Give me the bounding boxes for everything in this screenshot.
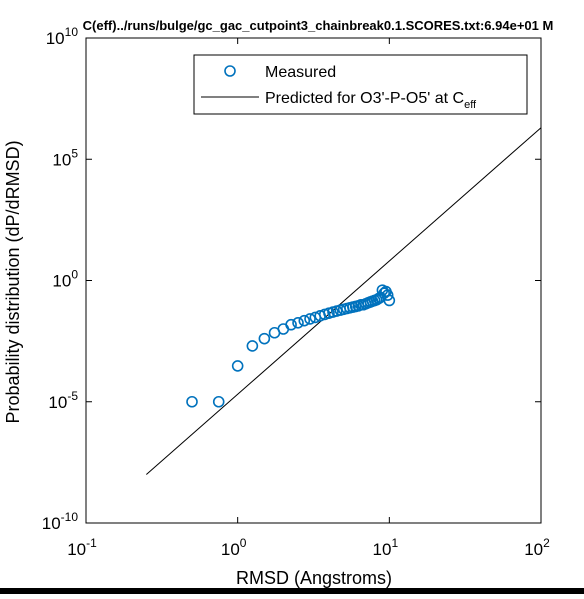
y-tick-label-exp: -10 xyxy=(61,510,79,524)
predicted-line xyxy=(146,127,542,475)
measured-point xyxy=(186,395,198,408)
measured-point xyxy=(304,313,316,325)
y-tick-label: 100 xyxy=(52,268,78,291)
x-tick-label: 102 xyxy=(524,536,550,559)
y-tick-label-exp: -5 xyxy=(67,389,78,403)
y-tick-label-base: 10 xyxy=(46,29,65,48)
x-tick-label-base: 10 xyxy=(524,540,543,559)
plot-area xyxy=(85,37,542,524)
y-tick-label: 10-10 xyxy=(42,510,79,533)
y-tick-label-base: 10 xyxy=(42,514,61,533)
y-tick-label-base: 10 xyxy=(52,272,71,291)
y-tick-label-base: 10 xyxy=(52,150,71,169)
legend: Measured Predicted for O3'-P-O5' at Ceff xyxy=(193,54,528,115)
x-tick-label-exp: -1 xyxy=(86,536,97,550)
x-tick-label-exp: 0 xyxy=(240,536,247,550)
measured-point xyxy=(212,395,225,408)
measured-point xyxy=(292,317,304,329)
x-axis-ticks: 10-1 100 101 102 xyxy=(67,38,550,559)
legend-measured-marker xyxy=(224,65,236,77)
x-tick-label: 100 xyxy=(221,536,247,559)
measured-point xyxy=(383,294,396,307)
x-tick-label-base: 10 xyxy=(67,540,86,559)
y-tick-label-base: 10 xyxy=(48,393,67,412)
legend-predicted-label-sub: eff xyxy=(464,99,477,111)
x-tick-label-exp: 1 xyxy=(391,536,398,550)
measured-point xyxy=(231,360,244,372)
measured-point xyxy=(285,318,297,331)
legend-predicted-label-main: Predicted for O3'-P-O5' at C xyxy=(265,90,464,107)
x-tick-label-exp: 2 xyxy=(543,536,550,550)
x-tick-label: 101 xyxy=(373,536,399,559)
y-tick-label: 1010 xyxy=(46,25,79,48)
chart-title: C(eff)../runs/bulge/gc_gac_cutpoint3_cha… xyxy=(83,18,554,33)
measured-point xyxy=(298,314,311,327)
measured-point xyxy=(258,332,271,345)
legend-predicted-label: Predicted for O3'-P-O5' at Ceff xyxy=(265,90,477,111)
legend-box xyxy=(193,54,528,115)
y-tick-label-exp: 0 xyxy=(71,268,78,282)
x-tick-label: 10-1 xyxy=(67,536,97,559)
y-tick-label-exp: 5 xyxy=(71,146,78,160)
x-tick-label-base: 10 xyxy=(221,540,240,559)
series-layer xyxy=(146,127,542,475)
legend-measured-label: Measured xyxy=(265,64,336,81)
y-tick-label: 10-5 xyxy=(48,389,78,412)
x-axis-label: RMSD (Angstroms) xyxy=(236,568,392,588)
y-axis-label: Probability distribution (dP/dRMSD) xyxy=(3,140,23,423)
x-tick-label-base: 10 xyxy=(373,540,392,559)
measured-point xyxy=(381,289,394,301)
y-tick-label: 105 xyxy=(52,146,78,169)
measured-point xyxy=(246,340,259,352)
y-tick-label-exp: 10 xyxy=(65,25,79,39)
window-bottom-edge xyxy=(0,588,584,594)
